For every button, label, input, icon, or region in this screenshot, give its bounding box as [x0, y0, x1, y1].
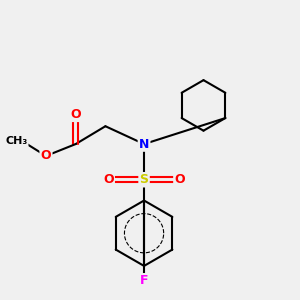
Text: F: F — [140, 274, 148, 287]
Text: CH₃: CH₃ — [5, 136, 27, 146]
Text: O: O — [174, 173, 185, 186]
Text: O: O — [70, 108, 81, 121]
Text: S: S — [140, 173, 148, 186]
Text: N: N — [139, 138, 149, 151]
Text: O: O — [103, 173, 114, 186]
Text: O: O — [41, 149, 51, 162]
